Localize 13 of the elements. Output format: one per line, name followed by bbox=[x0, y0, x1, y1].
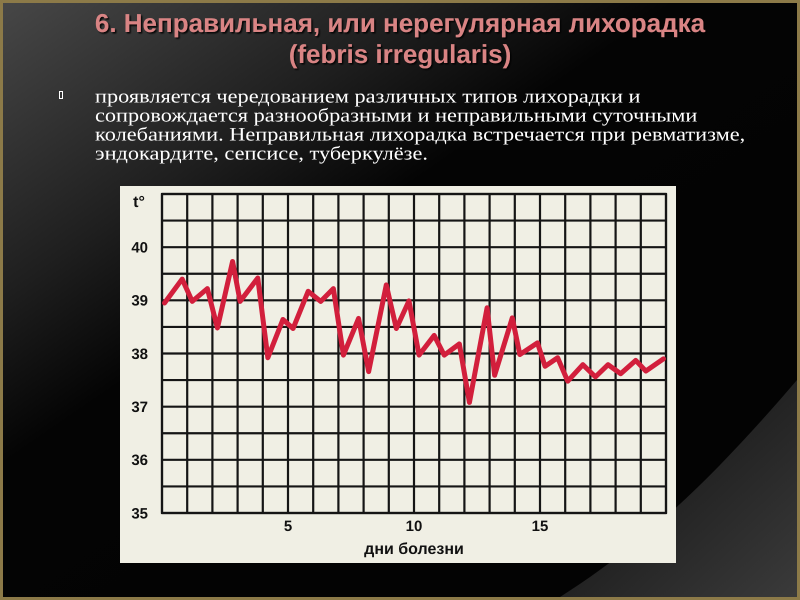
x-tick-label: 15 bbox=[532, 518, 548, 535]
y-tick-label: 37 bbox=[131, 399, 148, 416]
y-tick-label: 39 bbox=[131, 292, 148, 310]
x-axis-title: дни болезни bbox=[364, 541, 464, 558]
x-tick-label: 10 bbox=[406, 518, 422, 535]
y-axis-title: t° bbox=[133, 194, 145, 211]
chart-subtitle: проявляется чередованием различных типов лихорадки и сопровождается разнообразными и неправильными суточными колебаниями. Неправильная лихорадка встречается при ревматизме, эндокардите, сепсисе, туберкулёзе. bbox=[95, 86, 746, 164]
y-tick-label: 36 bbox=[131, 452, 148, 470]
y-tick-label: 38 bbox=[131, 346, 148, 363]
y-tick-label: 40 bbox=[131, 240, 148, 257]
chart-title: 6. Неправильная, или нерегулярная лихорадка (febris irregularis) bbox=[94, 8, 706, 69]
x-tick-label: 5 bbox=[284, 518, 292, 535]
y-tick-label: 35 bbox=[131, 505, 148, 522]
